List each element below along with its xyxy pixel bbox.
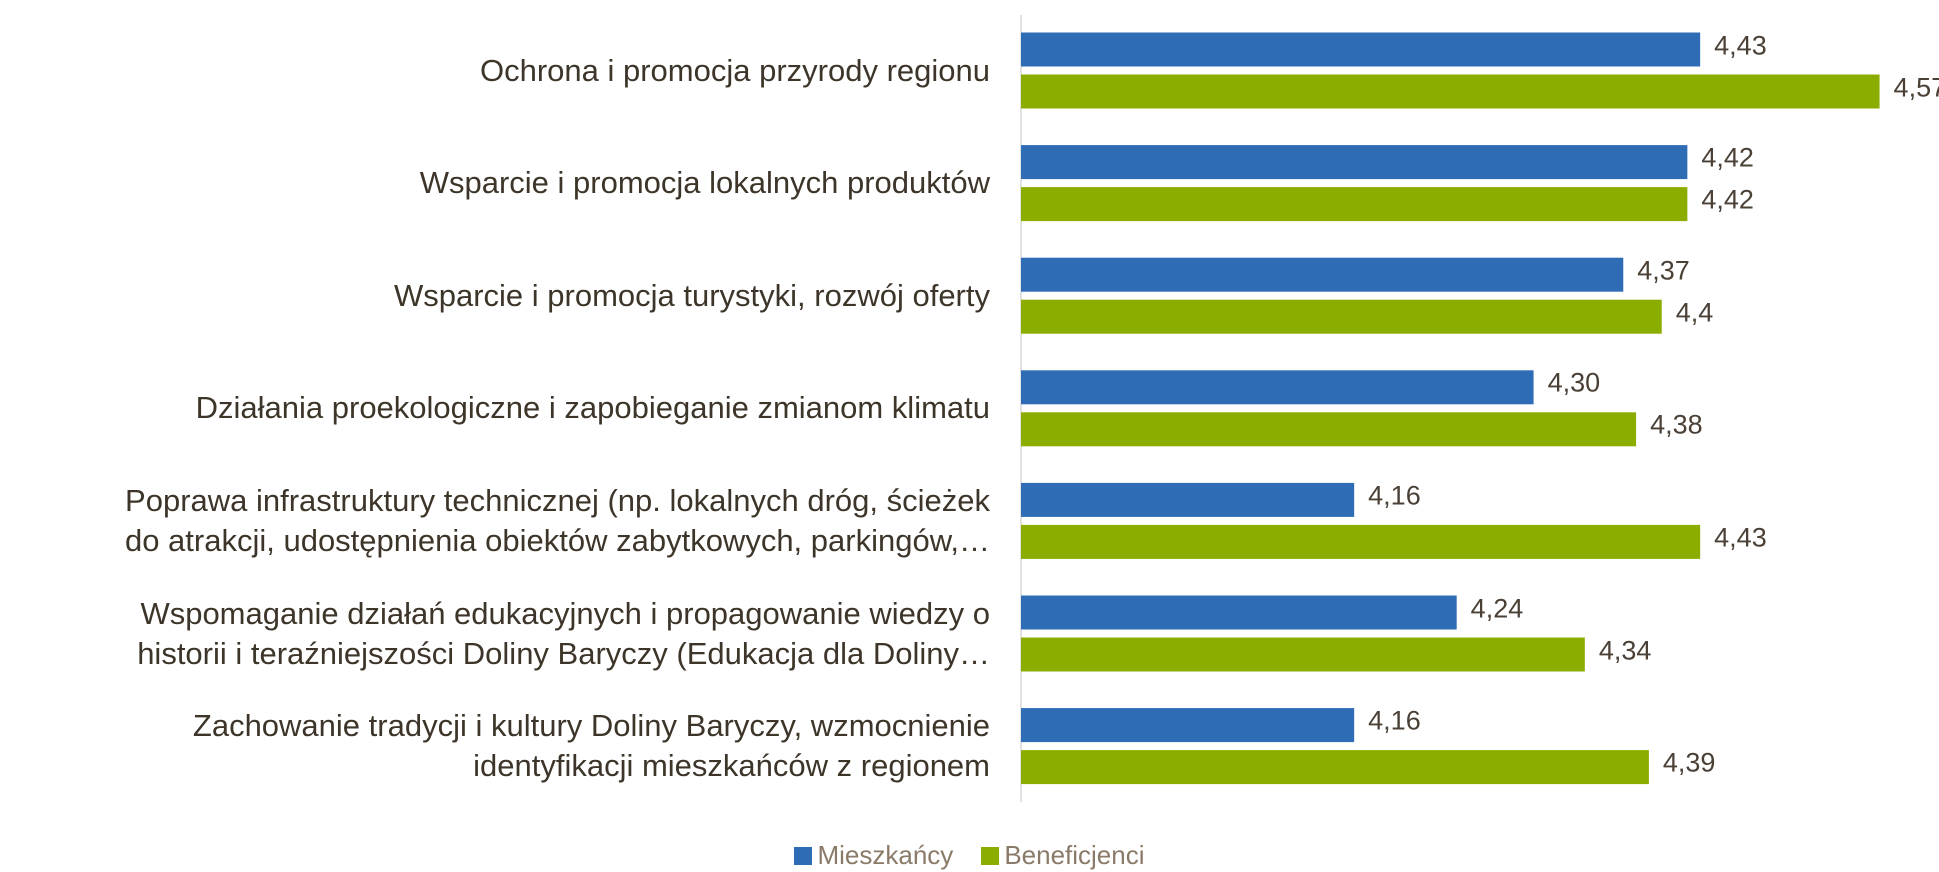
legend-item: Beneficjenci xyxy=(981,840,1145,871)
bar xyxy=(1021,750,1649,785)
bar xyxy=(1021,257,1624,292)
legend-item: Mieszkańcy xyxy=(794,840,953,871)
value-label: 4,37 xyxy=(1637,255,1690,286)
bar xyxy=(1021,637,1585,672)
bar xyxy=(1021,32,1701,67)
bar xyxy=(1021,412,1637,447)
value-label: 4,39 xyxy=(1662,747,1716,778)
category-label: Zachowanie tradycji i kultury Doliny Bar… xyxy=(192,708,990,784)
category-label: Ochrona i promocja przyrody regionu xyxy=(479,52,990,88)
value-label: 4,43 xyxy=(1714,522,1767,553)
bar xyxy=(1021,145,1688,180)
value-label: 4,43 xyxy=(1714,30,1767,61)
category-label: Wsparcie i promocja lokalnych produktów xyxy=(419,165,990,201)
bar xyxy=(1021,299,1662,334)
category-label: Poprawa infrastruktury technicznej (np. … xyxy=(124,482,990,558)
category-label: Wspomaganie działań edukacyjnych i propa… xyxy=(137,595,990,671)
legend: Mieszkańcy Beneficjenci xyxy=(0,840,1939,871)
legend-label: Beneficjenci xyxy=(1004,840,1145,870)
bar xyxy=(1021,370,1534,405)
value-label: 4,34 xyxy=(1598,635,1652,666)
category-label: Wsparcie i promocja turystyki, rozwój of… xyxy=(393,277,990,313)
bar xyxy=(1021,595,1457,630)
category-label: Działania proekologiczne i zapobieganie … xyxy=(195,390,990,426)
value-label: 4,57 xyxy=(1893,72,1939,103)
value-label: 4,24 xyxy=(1470,593,1524,624)
bar xyxy=(1021,187,1688,222)
legend-label: Mieszkańcy xyxy=(817,840,954,870)
value-label: 4,42 xyxy=(1701,142,1754,173)
value-label: 4,16 xyxy=(1368,480,1421,511)
value-label: 4,42 xyxy=(1701,184,1754,215)
bar xyxy=(1021,482,1355,517)
value-label: 4,16 xyxy=(1368,705,1421,736)
value-label: 4,4 xyxy=(1675,297,1714,328)
value-label: 4,30 xyxy=(1547,367,1601,398)
bar xyxy=(1021,74,1880,109)
legend-swatch xyxy=(981,847,1000,865)
bar xyxy=(1021,708,1355,743)
legend-swatch xyxy=(794,847,813,865)
bar xyxy=(1021,524,1701,559)
value-label: 4,38 xyxy=(1650,409,1703,440)
